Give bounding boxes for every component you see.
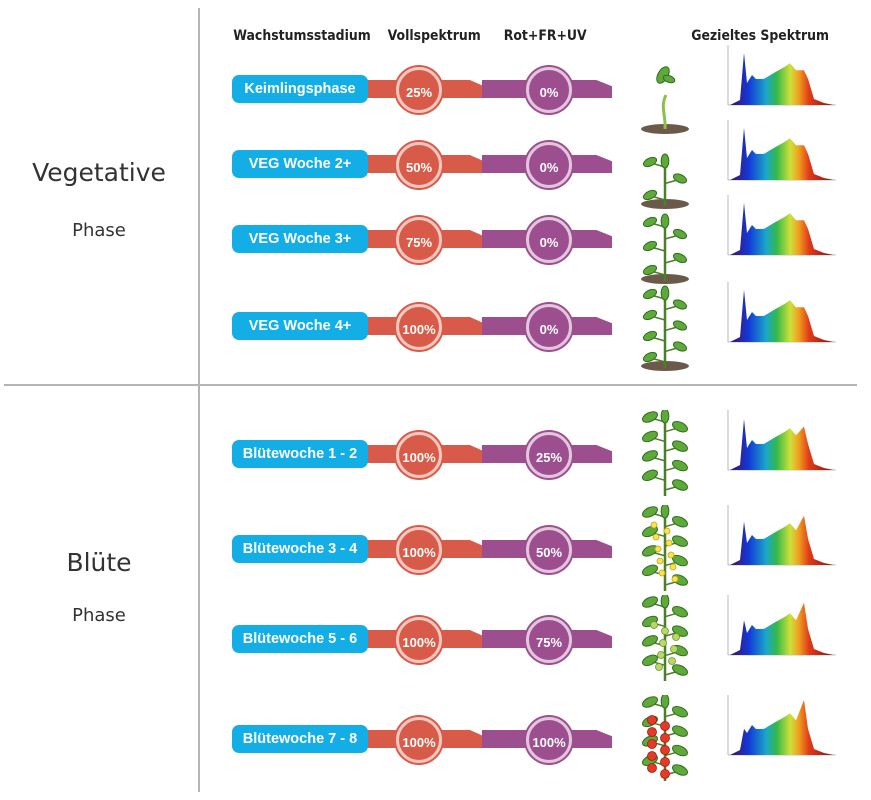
spectrum-chart (727, 695, 836, 756)
phase-subtitle-bluete: Phase (72, 605, 126, 626)
vertical-divider (198, 8, 200, 792)
stage-row: Blütewoche 1 - 2 100% 25% (0, 410, 871, 500)
stage-label: VEG Woche 4+ (232, 312, 368, 340)
red-fr-uv-gauge: 25% (526, 432, 572, 478)
stage-label: VEG Woche 3+ (232, 225, 368, 253)
full-spectrum-gauge: 100% (396, 432, 442, 478)
growing-plant-icon (641, 213, 689, 284)
stage-row: Blütewoche 7 - 8 100% 100% (0, 695, 871, 785)
stage-label: VEG Woche 2+ (232, 150, 368, 178)
stage-label: Keimlingsphase (232, 75, 368, 103)
spectrum-chart (727, 195, 836, 256)
spectrum-chart (727, 505, 836, 566)
stage-label: Blütewoche 7 - 8 (232, 725, 368, 753)
header-target-spectrum: Gezieltes Spektrum (691, 28, 830, 44)
red-fr-uv-gauge: 100% (526, 717, 572, 763)
stage-label: Blütewoche 3 - 4 (232, 535, 368, 563)
red-fr-uv-gauge: 50% (526, 527, 572, 573)
stage-row: VEG Woche 2+ 50% 0% (0, 120, 871, 210)
tomato-plant-icon (642, 695, 688, 781)
flowering-plant-icon (642, 505, 688, 591)
red-fr-uv-gauge: 0% (526, 142, 572, 188)
full-spectrum-gauge: 75% (396, 217, 442, 263)
stage-row: Blütewoche 3 - 4 100% 50% (0, 505, 871, 595)
stage-label: Blütewoche 1 - 2 (232, 440, 368, 468)
spectrum-chart (727, 120, 836, 181)
full-spectrum-gauge: 100% (396, 304, 442, 350)
spectrum-chart (727, 45, 836, 106)
stage-label: Blütewoche 5 - 6 (232, 625, 368, 653)
spectrum-chart (727, 282, 836, 343)
red-fr-uv-gauge: 75% (526, 617, 572, 663)
seedling-icon (641, 66, 689, 134)
phase-subtitle-vegetative: Phase (72, 220, 126, 241)
red-fr-uv-gauge: 0% (526, 217, 572, 263)
stage-row: VEG Woche 3+ 75% 0% (0, 195, 871, 285)
full-spectrum-gauge: 100% (396, 717, 442, 763)
full-spectrum-gauge: 50% (396, 142, 442, 188)
red-fr-uv-gauge: 0% (526, 304, 572, 350)
full-spectrum-gauge: 25% (396, 67, 442, 113)
stage-row: VEG Woche 4+ 100% 0% (0, 282, 871, 372)
full-spectrum-gauge: 100% (396, 617, 442, 663)
phase-title-vegetative: Vegetative (32, 158, 166, 187)
red-fr-uv-gauge: 0% (526, 67, 572, 113)
stage-row: Blütewoche 5 - 6 100% 75% (0, 595, 871, 685)
full-spectrum-gauge: 100% (396, 527, 442, 573)
plant-icon (642, 410, 688, 496)
phase-title-bluete: Blüte (66, 548, 132, 577)
spectrum-chart (727, 595, 836, 656)
green-fruit-plant-icon (642, 595, 688, 681)
mature-plant-icon (641, 285, 689, 371)
horizontal-divider (4, 384, 857, 386)
stage-row: Keimlingsphase 25% 0% (0, 45, 871, 135)
header-red-fr-uv: Rot+FR+UV (503, 28, 587, 44)
young-plant-icon (641, 153, 689, 209)
header-stage: Wachstumsstadium (233, 28, 371, 44)
spectrum-chart (727, 410, 836, 471)
header-full-spectrum: Vollspektrum (387, 28, 481, 44)
